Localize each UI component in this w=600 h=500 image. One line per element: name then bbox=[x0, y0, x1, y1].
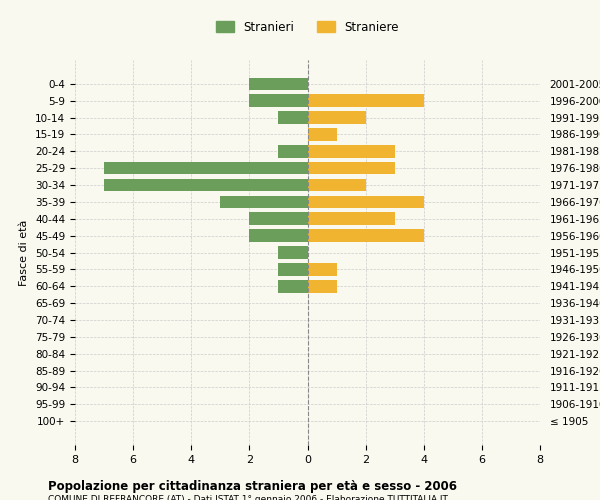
Bar bbox=[250, 230, 308, 242]
Bar bbox=[250, 94, 308, 107]
Y-axis label: Fasce di età: Fasce di età bbox=[19, 220, 29, 286]
Bar bbox=[250, 212, 308, 225]
Bar bbox=[278, 111, 308, 124]
Bar bbox=[308, 145, 395, 158]
Bar bbox=[104, 178, 308, 192]
Bar bbox=[278, 263, 308, 276]
Bar bbox=[308, 128, 337, 141]
Bar bbox=[308, 162, 395, 174]
Bar bbox=[308, 212, 395, 225]
Bar bbox=[308, 111, 365, 124]
Bar bbox=[250, 78, 308, 90]
Bar bbox=[308, 280, 337, 292]
Bar bbox=[308, 263, 337, 276]
Legend: Stranieri, Straniere: Stranieri, Straniere bbox=[211, 16, 404, 38]
Text: Popolazione per cittadinanza straniera per età e sesso - 2006: Popolazione per cittadinanza straniera p… bbox=[48, 480, 457, 493]
Text: COMUNE DI REFRANCORE (AT) - Dati ISTAT 1° gennaio 2006 - Elaborazione TUTTITALIA: COMUNE DI REFRANCORE (AT) - Dati ISTAT 1… bbox=[48, 495, 448, 500]
Bar bbox=[308, 196, 424, 208]
Bar bbox=[278, 145, 308, 158]
Bar bbox=[220, 196, 308, 208]
Bar bbox=[308, 178, 365, 192]
Bar bbox=[308, 230, 424, 242]
Bar bbox=[308, 94, 424, 107]
Bar bbox=[278, 246, 308, 259]
Bar bbox=[104, 162, 308, 174]
Bar bbox=[278, 280, 308, 292]
